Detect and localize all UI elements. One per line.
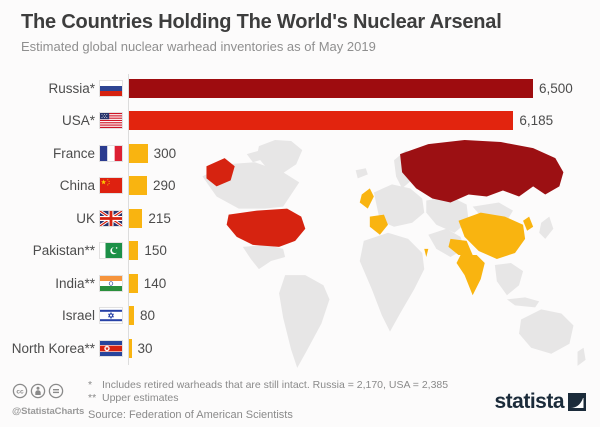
country-label-north-korea: North Korea** [11, 340, 95, 356]
statista-logo-mark-icon [568, 393, 586, 411]
map-europe [373, 184, 425, 227]
page-subtitle: Estimated global nuclear warhead invento… [21, 39, 376, 54]
map-iceland [355, 168, 368, 179]
bar-china [129, 176, 148, 196]
country-label-russia: Russia* [48, 80, 95, 96]
country-label-uk: UK [76, 210, 95, 226]
map-japan [539, 216, 554, 239]
map-new-zealand [577, 347, 586, 366]
footnote-marker: * [88, 379, 93, 391]
world-map [186, 136, 598, 380]
map-mexico [242, 244, 286, 270]
cc-icon: cc [12, 383, 28, 404]
flag-uk-icon [100, 210, 122, 226]
footer: cc @StatistaCharts * Includes retired wa… [0, 378, 600, 427]
map-australia [519, 309, 574, 354]
map-country-uk [359, 188, 374, 209]
chart-row-china: China 290 [0, 170, 600, 203]
flag-pakistan-icon [100, 243, 122, 259]
value-label-israel: 80 [139, 308, 155, 324]
flag-israel-icon [100, 308, 122, 324]
map-south-america [279, 275, 330, 368]
chart-row-usa: USA* 6,185 [0, 105, 600, 138]
footnote-retired-warheads: * Includes retired warheads that are sti… [88, 379, 448, 392]
cc-attribution-icon [30, 383, 46, 404]
chart-row-france: France 300 [0, 137, 600, 170]
country-label-usa: USA* [61, 113, 95, 129]
bar-usa [129, 111, 514, 131]
chart-row-north-korea: North Korea** 30 [0, 332, 600, 365]
value-label-uk: 215 [148, 210, 171, 226]
page-title: The Countries Holding The World's Nuclea… [21, 11, 502, 33]
flag-china-icon [100, 178, 122, 194]
country-label-israel: Israel [61, 308, 95, 324]
value-label-pakistan: 150 [144, 243, 167, 259]
bar-uk [129, 208, 143, 228]
country-label-pakistan: Pakistan** [32, 243, 95, 259]
flag-france-icon [100, 145, 122, 161]
map-highlights [206, 140, 564, 296]
footnote-marker: ** [88, 392, 97, 404]
map-country-north-korea [523, 216, 534, 231]
chart-row-uk: UK 215 [0, 202, 600, 235]
footnotes: * Includes retired warheads that are sti… [88, 379, 448, 421]
country-label-france: France [52, 145, 95, 161]
value-label-north-korea: 30 [137, 340, 153, 356]
bar-israel [129, 306, 134, 326]
map-country-india [456, 254, 485, 296]
map-africa [359, 232, 425, 332]
bar-russia [129, 78, 533, 98]
axis-baseline [128, 74, 129, 365]
value-label-russia: 6,500 [539, 80, 573, 96]
map-arctic-islands [246, 150, 267, 163]
bar-pakistan [129, 241, 139, 261]
footnote-text: Upper estimates [102, 392, 179, 404]
bar-india [129, 273, 138, 293]
value-label-india: 140 [143, 275, 167, 291]
map-country-china [458, 212, 526, 260]
map-country-russia [400, 140, 564, 203]
country-label-india: India** [55, 275, 95, 291]
map-country-usa [226, 208, 306, 247]
footnote-upper-estimates: ** Upper estimates [88, 392, 448, 405]
cc-no-derivatives-icon [48, 383, 64, 404]
header: The Countries Holding The World's Nuclea… [21, 11, 502, 54]
map-country-france [369, 214, 388, 235]
value-label-usa: 6,185 [519, 113, 554, 129]
map-land [202, 140, 586, 368]
license-block: cc @StatistaCharts [12, 383, 90, 417]
flag-india-icon [100, 275, 122, 291]
flag-russia-icon [100, 80, 122, 96]
flag-usa-icon [100, 113, 122, 129]
bar-chart: Russia* 6,500 USA* 6,185 France 300 China 290 UK… [0, 72, 600, 365]
footnote-text: Includes retired warheads that are still… [102, 379, 449, 391]
map-greenland [256, 140, 303, 175]
map-country-pakistan [448, 238, 473, 255]
map-indonesia [506, 297, 540, 308]
statista-logo-text: statista [494, 390, 564, 413]
country-label-china: China [59, 178, 95, 194]
cc-license-icons: cc [12, 383, 90, 404]
value-label-france: 300 [153, 145, 177, 161]
statista-charts-handle: @StatistaCharts [12, 406, 85, 417]
map-country-israel [424, 248, 429, 257]
svg-text:cc: cc [16, 388, 24, 395]
world-map-svg [202, 140, 586, 368]
statista-logo: statista [494, 390, 586, 414]
chart-row-israel: Israel 80 [0, 300, 600, 333]
value-label-china: 290 [153, 178, 176, 194]
chart-row-india: India** 140 [0, 267, 600, 300]
map-central-asia [426, 196, 469, 233]
chart-rows: Russia* 6,500 USA* 6,185 France 300 China 290 UK… [0, 72, 600, 365]
map-country-alaska [206, 158, 235, 187]
chart-row-pakistan: Pakistan** 150 [0, 235, 600, 268]
source-line: Source: Federation of American Scientist… [88, 409, 293, 421]
chart-row-russia: Russia* 6,500 [0, 72, 600, 105]
bar-france [129, 143, 148, 163]
bar-north-korea [129, 338, 132, 358]
flag-north-korea-icon [100, 340, 122, 356]
map-southeast-asia [494, 263, 524, 296]
